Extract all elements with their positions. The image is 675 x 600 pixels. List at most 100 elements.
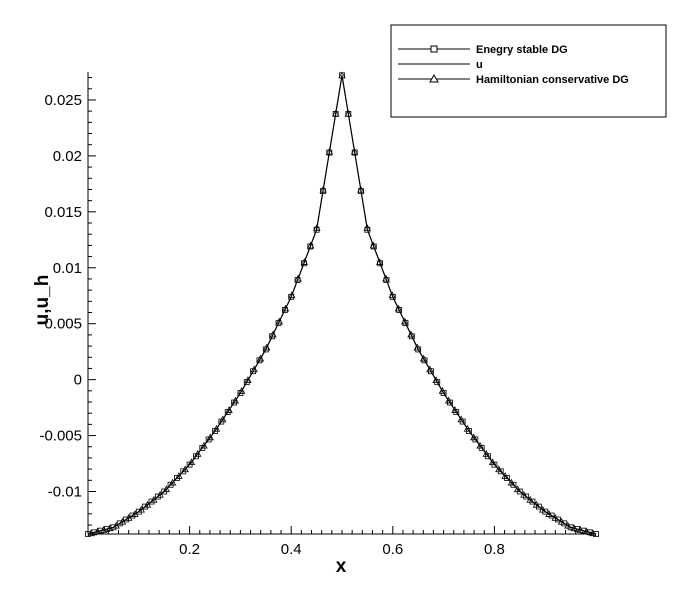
series-point-hamiltonian bbox=[557, 517, 566, 525]
y-tick-label: 0.015 bbox=[44, 204, 82, 221]
series-point-hamiltonian bbox=[313, 223, 321, 231]
y-tick-label: 0.01 bbox=[53, 260, 82, 277]
series-point-hamiltonian bbox=[212, 424, 221, 432]
series-point-hamiltonian bbox=[306, 241, 315, 249]
series-point-hamiltonian bbox=[87, 529, 95, 537]
series-point-hamiltonian bbox=[457, 415, 465, 423]
series-point-hamiltonian bbox=[125, 513, 133, 521]
series-point-hamiltonian bbox=[219, 415, 227, 423]
series-point-hamiltonian bbox=[357, 185, 365, 193]
series-point-hamiltonian bbox=[476, 441, 484, 449]
series-point-energy-stable bbox=[116, 520, 123, 527]
series-point-energy-stable bbox=[148, 498, 155, 505]
series-point-energy-stable bbox=[91, 529, 98, 536]
x-tick-label: 0.2 bbox=[179, 541, 200, 558]
series-point-energy-stable bbox=[123, 516, 129, 523]
x-axis-title: x bbox=[336, 556, 347, 577]
series-point-hamiltonian bbox=[181, 465, 189, 473]
series-point-hamiltonian bbox=[131, 510, 139, 517]
series-point-hamiltonian bbox=[150, 495, 158, 503]
series-point-hamiltonian bbox=[382, 274, 390, 282]
series-point-hamiltonian bbox=[426, 365, 434, 373]
series-point-hamiltonian bbox=[451, 406, 459, 413]
series-line-energy-stable bbox=[87, 75, 597, 535]
series-point-energy-stable bbox=[497, 468, 504, 475]
series-point-hamiltonian bbox=[520, 490, 528, 498]
series-point-hamiltonian bbox=[513, 485, 522, 493]
series-point-hamiltonian bbox=[488, 458, 497, 466]
legend-label: Hamiltonian conservative DG bbox=[476, 74, 629, 86]
series-point-hamiltonian bbox=[250, 365, 258, 373]
series-point-hamiltonian bbox=[401, 317, 409, 325]
series-point-hamiltonian bbox=[438, 387, 447, 394]
series-point-hamiltonian bbox=[156, 490, 164, 498]
series-point-hamiltonian bbox=[137, 505, 145, 513]
y-tick-label: -0.01 bbox=[48, 483, 82, 500]
y-tick-label: 0.005 bbox=[44, 316, 82, 333]
series-point-energy-stable bbox=[561, 520, 568, 527]
series-point-energy-stable bbox=[535, 503, 542, 510]
series-point-hamiltonian bbox=[162, 485, 171, 493]
y-tick-label: 0.025 bbox=[44, 92, 82, 109]
series-point-hamiltonian bbox=[288, 291, 296, 299]
legend-label: Enegry stable DG bbox=[476, 44, 568, 56]
series-point-hamiltonian bbox=[200, 441, 208, 449]
series-point-hamiltonian bbox=[419, 354, 428, 362]
series-point-hamiltonian bbox=[375, 258, 384, 265]
series-point-hamiltonian bbox=[269, 330, 277, 338]
legend: Enegry stable DG u Hamiltonian conservativ… bbox=[390, 24, 667, 118]
series-point-hamiltonian bbox=[244, 376, 252, 384]
series-point-hamiltonian bbox=[501, 472, 509, 479]
series-point-hamiltonian bbox=[168, 478, 177, 486]
series-point-hamiltonian bbox=[363, 223, 371, 231]
y-tick-label: 0 bbox=[74, 372, 82, 389]
series-point-hamiltonian bbox=[532, 500, 541, 508]
series-point-hamiltonian bbox=[237, 387, 246, 394]
series-point-hamiltonian bbox=[231, 396, 240, 404]
series-point-hamiltonian bbox=[539, 505, 547, 513]
series-point-hamiltonian bbox=[338, 71, 346, 79]
x-tick-label: 0.6 bbox=[382, 541, 403, 558]
series-point-hamiltonian bbox=[281, 304, 290, 312]
series-point-energy-stable bbox=[180, 468, 187, 475]
axes bbox=[87, 72, 596, 535]
series-point-hamiltonian bbox=[394, 304, 403, 312]
series-point-hamiltonian bbox=[194, 450, 202, 457]
series-point-energy-stable bbox=[154, 493, 161, 500]
series-point-energy-stable bbox=[542, 508, 549, 515]
series-point-energy-stable bbox=[142, 503, 149, 510]
series-point-hamiltonian bbox=[407, 330, 415, 338]
series-point-energy-stable bbox=[383, 277, 390, 283]
series-point-hamiltonian bbox=[551, 513, 559, 521]
series-point-hamiltonian bbox=[444, 396, 453, 404]
series-point-energy-stable bbox=[135, 508, 142, 515]
series-point-hamiltonian bbox=[470, 433, 478, 441]
series-point-hamiltonian bbox=[413, 343, 421, 351]
series-point-hamiltonian bbox=[350, 147, 359, 155]
series-point-energy-stable bbox=[586, 529, 593, 536]
series-point-hamiltonian bbox=[143, 500, 152, 508]
series-point-hamiltonian bbox=[106, 524, 114, 532]
series-point-hamiltonian bbox=[545, 510, 553, 517]
series-point-energy-stable bbox=[529, 498, 536, 505]
series-point-hamiltonian bbox=[432, 376, 440, 384]
legend-triangle-marker bbox=[429, 73, 439, 83]
series-point-energy-stable bbox=[548, 512, 555, 519]
series-point-hamiltonian bbox=[589, 529, 597, 537]
series-point-hamiltonian bbox=[206, 433, 214, 441]
series-point-hamiltonian bbox=[495, 465, 503, 473]
series-point-hamiltonian bbox=[319, 185, 327, 193]
series-point-energy-stable bbox=[129, 512, 136, 519]
series-point-energy-stable bbox=[523, 493, 530, 500]
series-point-hamiltonian bbox=[256, 354, 265, 362]
series-point-hamiltonian bbox=[570, 524, 578, 532]
series-point-hamiltonian bbox=[388, 291, 396, 299]
series-point-hamiltonian bbox=[187, 458, 196, 466]
series-point-hamiltonian bbox=[369, 241, 378, 249]
series-point-hamiltonian bbox=[482, 450, 490, 457]
series-point-hamiltonian bbox=[275, 317, 283, 325]
legend-box bbox=[390, 24, 667, 118]
series-point-energy-stable bbox=[389, 293, 396, 300]
y-tick-label: 0.02 bbox=[53, 148, 82, 165]
